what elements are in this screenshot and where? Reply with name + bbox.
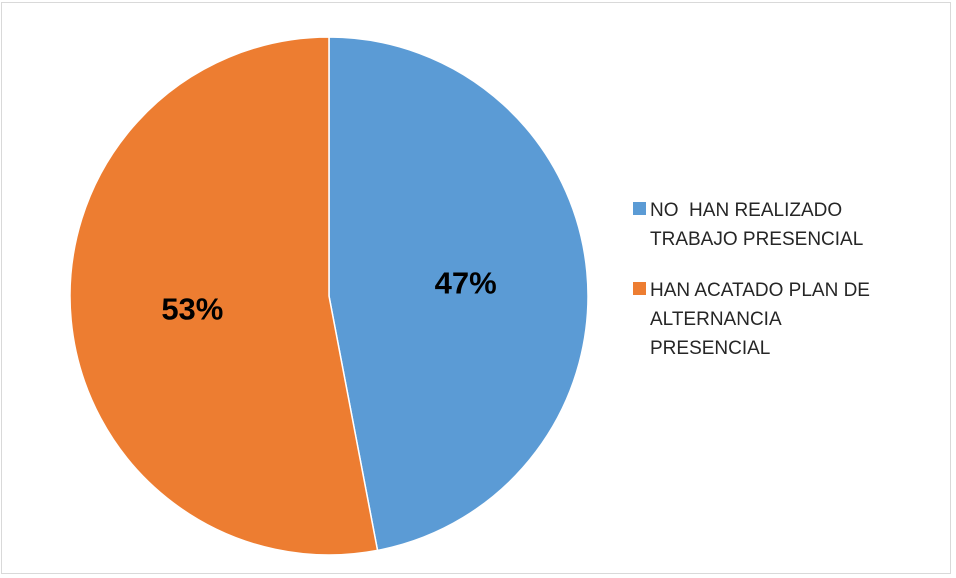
legend-label-0: NO HAN REALIZADO TRABAJO PRESENCIAL xyxy=(650,200,864,250)
chart-legend: NO HAN REALIZADO TRABAJO PRESENCIAL HAN … xyxy=(633,196,933,385)
legend-swatch-1 xyxy=(633,282,646,295)
pie-slice-1 xyxy=(69,36,379,556)
pie-slices xyxy=(69,36,589,556)
data-label-0: 47% xyxy=(435,266,497,301)
data-label-1: 53% xyxy=(161,291,223,326)
pie-slice-0 xyxy=(328,36,589,552)
legend-item-1: HAN ACATADO PLAN DE ALTERNANCIA PRESENCI… xyxy=(633,276,933,363)
legend-label-1: HAN ACATADO PLAN DE ALTERNANCIA PRESENCI… xyxy=(650,280,875,359)
legend-swatch-0 xyxy=(633,202,646,215)
pie-chart: 47% 53% xyxy=(69,36,589,556)
pie-data-labels: 47% 53% xyxy=(161,266,496,327)
legend-item-0: NO HAN REALIZADO TRABAJO PRESENCIAL xyxy=(633,196,933,254)
